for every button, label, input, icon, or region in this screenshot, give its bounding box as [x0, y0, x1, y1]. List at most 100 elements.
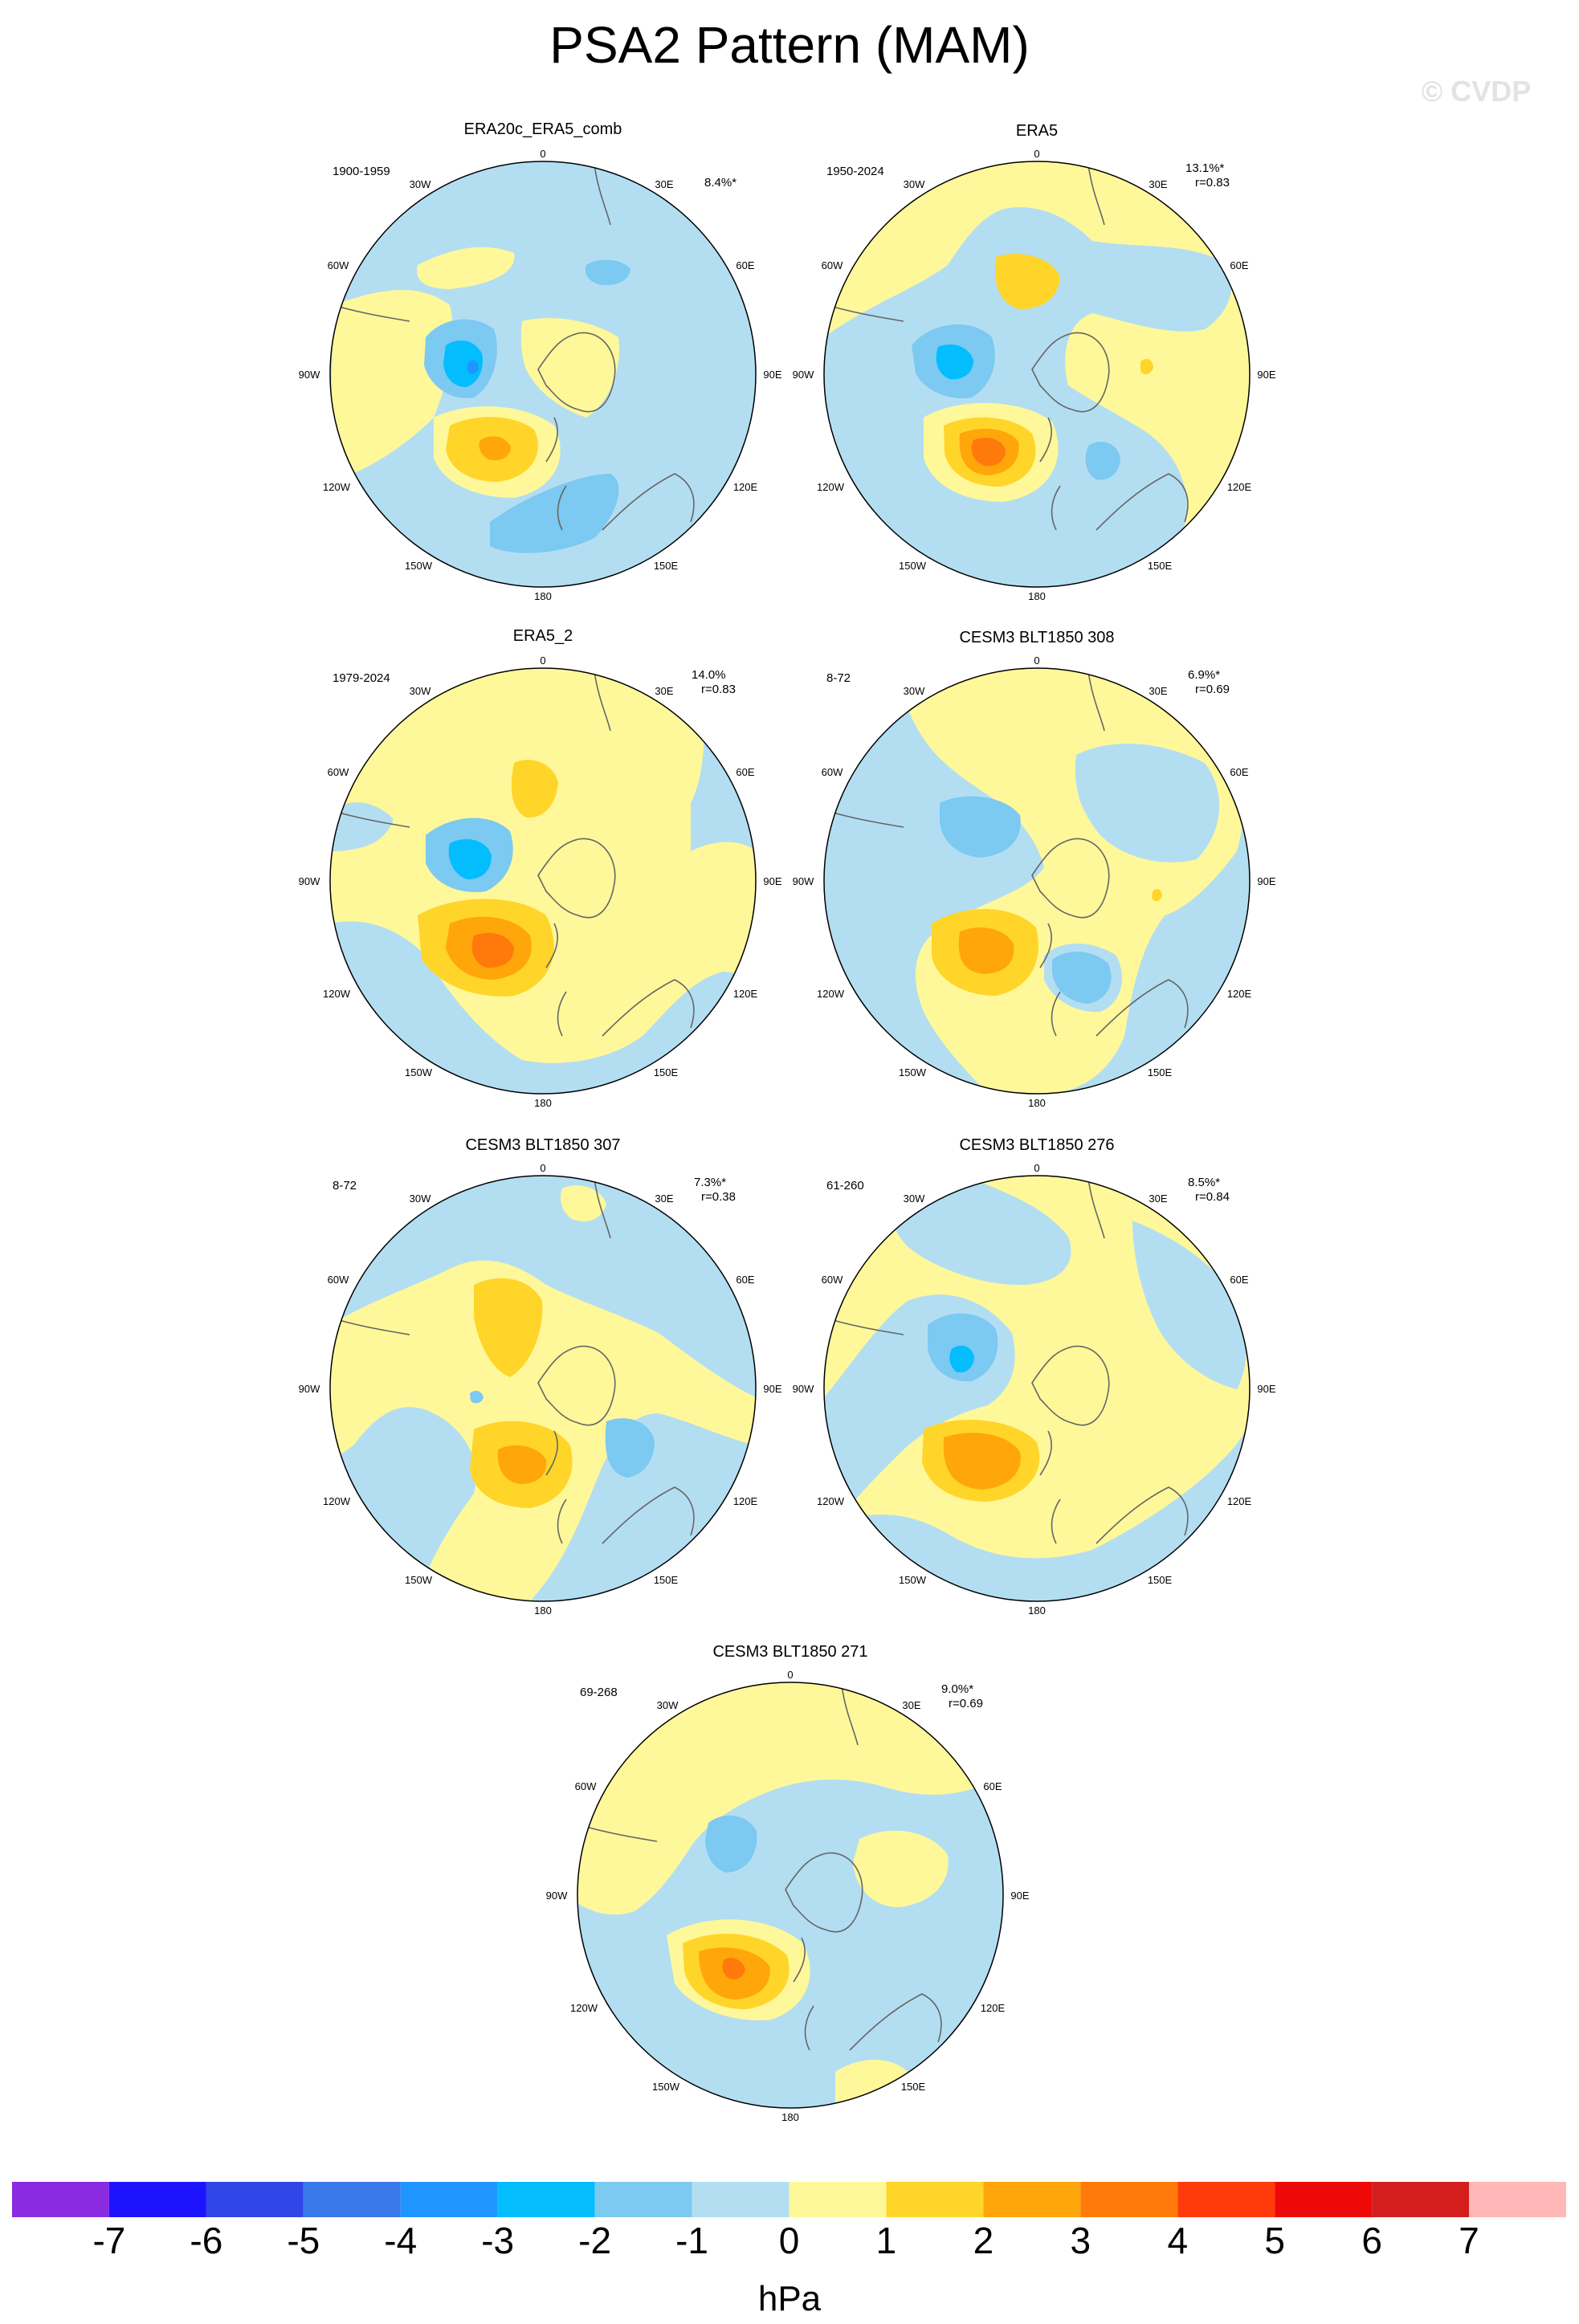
lon-label: 90W: [299, 369, 320, 381]
lon-label: 30E: [655, 685, 673, 697]
lon-label: 90E: [1257, 1383, 1275, 1395]
colorbar-box: [1372, 2182, 1469, 2217]
colorbar-tick-label: -6: [190, 2220, 222, 2261]
panel-years: 8-72: [826, 671, 851, 685]
lon-label: 150W: [652, 2081, 680, 2093]
colorbar-box: [886, 2182, 983, 2217]
map-panel: CESM3 BLT1850 307 8-72 7.3%* r=0.38 0 30…: [299, 1136, 782, 1617]
panel-variance: 7.3%*: [694, 1176, 726, 1189]
colorbar-box: [206, 2182, 304, 2217]
lon-label: 60E: [736, 766, 754, 778]
panel-variance: 13.1%*: [1185, 161, 1225, 175]
lon-label: 120W: [570, 2002, 598, 2014]
lon-label: 60W: [328, 259, 349, 271]
lon-label: 30E: [1149, 1193, 1167, 1205]
lon-label: 0: [540, 148, 545, 160]
lon-label: 150W: [899, 1066, 927, 1078]
lon-label: 60E: [736, 259, 754, 271]
lon-label: 90E: [1010, 1890, 1029, 1902]
colorbar-tick-label: 4: [1167, 2220, 1188, 2261]
colorbar-box: [109, 2182, 206, 2217]
lon-label: 30E: [655, 178, 673, 190]
lon-label: 60E: [1230, 766, 1248, 778]
lon-label: 120W: [817, 481, 845, 493]
lon-label: 90E: [763, 369, 781, 381]
colorbar-box: [1080, 2182, 1177, 2217]
lon-label: 120W: [323, 988, 351, 1000]
lon-label: 60W: [822, 259, 843, 271]
lon-label: 90E: [763, 875, 781, 887]
lon-label: 150W: [899, 1574, 927, 1586]
panel-variance: 9.0%*: [941, 1682, 973, 1696]
colorbar-tick-label: 6: [1361, 2220, 1382, 2261]
lon-label: 90E: [1257, 875, 1275, 887]
panel-correlation: r=0.83: [701, 683, 736, 696]
map-panel: ERA20c_ERA5_comb 1900-1959 8.4%* 0 30E 6…: [299, 120, 782, 602]
colorbar-tick-label: 0: [779, 2220, 800, 2261]
panel-correlation: r=0.38: [701, 1190, 736, 1204]
lon-label: 120E: [1227, 1495, 1252, 1507]
colorbar-tick-label: 2: [973, 2220, 994, 2261]
panel-variance: 8.5%*: [1188, 1176, 1220, 1189]
colorbar-box: [1177, 2182, 1275, 2217]
lon-label: 150E: [654, 1574, 679, 1586]
colorbar-tick-label: 7: [1459, 2220, 1479, 2261]
lon-label: 150W: [899, 560, 927, 572]
lon-label: 0: [1034, 654, 1039, 667]
lon-label: 180: [534, 1604, 552, 1617]
panel-title: CESM3 BLT1850 307: [465, 1136, 620, 1154]
lon-label: 30W: [410, 685, 431, 697]
lon-label: 150E: [654, 560, 679, 572]
panel-title: CESM3 BLT1850 276: [959, 1136, 1114, 1154]
panel-years: 1950-2024: [826, 165, 884, 178]
lon-label: 120E: [733, 988, 758, 1000]
panel-title: CESM3 BLT1850 308: [959, 629, 1114, 646]
lon-label: 120E: [981, 2002, 1006, 2014]
lon-label: 30E: [902, 1699, 920, 1711]
lon-label: 90E: [763, 1383, 781, 1395]
lon-label: 120E: [1227, 988, 1252, 1000]
panel-years: 61-260: [826, 1179, 864, 1193]
panel-correlation: r=0.69: [949, 1697, 983, 1710]
lon-label: 30W: [904, 178, 925, 190]
panel-title: CESM3 BLT1850 271: [712, 1643, 867, 1661]
lon-label: 90W: [793, 1383, 814, 1395]
colorbar-box: [692, 2182, 790, 2217]
lon-label: 180: [1028, 1097, 1046, 1109]
panel-title: ERA20c_ERA5_comb: [464, 120, 622, 138]
lon-label: 90W: [546, 1890, 568, 1902]
lon-label: 120E: [733, 1495, 758, 1507]
lon-label: 120W: [817, 988, 845, 1000]
lon-label: 60W: [328, 766, 349, 778]
lon-label: 120E: [733, 481, 758, 493]
panel-correlation: r=0.69: [1195, 683, 1230, 696]
lon-label: 150W: [405, 1574, 433, 1586]
lon-label: 30W: [410, 1193, 431, 1205]
colorbar-tick-label: -2: [578, 2220, 611, 2261]
colorbar-tick-label: 5: [1264, 2220, 1285, 2261]
colorbar-tick-label: -1: [675, 2220, 708, 2261]
lon-label: 180: [1028, 590, 1046, 602]
lon-label: 60E: [1230, 259, 1248, 271]
colorbar-box: [1275, 2182, 1372, 2217]
contour-field: [824, 1176, 1250, 1601]
lon-label: 0: [1034, 148, 1039, 160]
panel-years: 1900-1959: [333, 165, 390, 178]
colorbar-tick-label: 1: [876, 2220, 897, 2261]
lon-label: 30W: [657, 1699, 679, 1711]
lon-label: 90W: [793, 369, 814, 381]
figure-title: PSA2 Pattern (MAM): [549, 16, 1030, 74]
lon-label: 0: [1034, 1162, 1039, 1174]
contour-field: [330, 668, 756, 1094]
colorbar-box: [790, 2182, 887, 2217]
lon-label: 0: [787, 1669, 793, 1681]
map-panel: CESM3 BLT1850 308 8-72 6.9%* r=0.69 0 30…: [793, 629, 1276, 1109]
colorbar-box: [1469, 2182, 1566, 2217]
colorbar-labels: -7 -6 -5 -4 -3 -2 -1 0 1 2 3 4 5 6 7: [92, 2220, 1479, 2261]
lon-label: 120W: [323, 1495, 351, 1507]
lon-label: 150W: [405, 560, 433, 572]
lon-label: 180: [1028, 1604, 1046, 1617]
panel-years: 69-268: [580, 1686, 618, 1699]
panel-title: ERA5_2: [513, 627, 573, 645]
lon-label: 30W: [904, 1193, 925, 1205]
